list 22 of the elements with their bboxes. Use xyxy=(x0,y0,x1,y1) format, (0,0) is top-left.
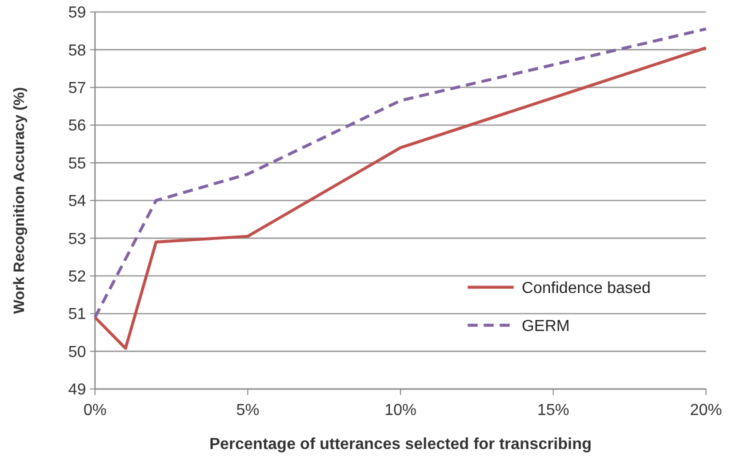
y-tick-label: 50 xyxy=(68,344,86,361)
line-series xyxy=(94,46,708,350)
line-series xyxy=(94,27,708,319)
x-tick-label: 20% xyxy=(690,402,722,419)
y-tick-label: 56 xyxy=(68,118,86,135)
x-tick-label: 10% xyxy=(384,402,417,419)
x-tick-label: 15% xyxy=(537,402,570,419)
x-axis-title: Percentage of utterances selected for transcribing xyxy=(209,436,592,453)
y-tick-label: 58 xyxy=(68,42,86,60)
legend-label: GERM xyxy=(522,318,570,335)
y-tick-label: 57 xyxy=(68,80,86,97)
y-tick-label: 54 xyxy=(68,193,86,210)
y-tick-label: 52 xyxy=(68,268,86,286)
y-tick-label: 51 xyxy=(68,306,86,324)
x-tick-label: 5% xyxy=(236,402,260,419)
y-tick-label: 59 xyxy=(68,4,86,22)
y-tick-label: 53 xyxy=(68,230,86,248)
y-tick-label: 55 xyxy=(68,155,86,172)
y-axis-title: Work Recognition Accuracy (%) xyxy=(11,87,28,314)
legend-label: Confidence based xyxy=(522,280,651,297)
y-tick-label: 49 xyxy=(68,382,86,399)
x-tick-label: 0% xyxy=(83,402,107,419)
